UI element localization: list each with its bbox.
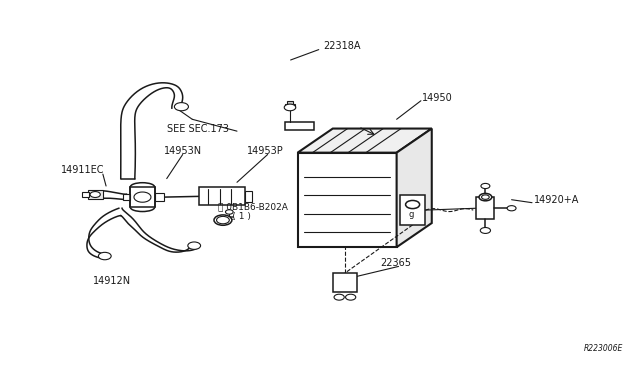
Polygon shape [397,129,432,247]
Text: 14953N: 14953N [164,147,202,157]
Bar [155,193,164,201]
Text: R223006E: R223006E [584,344,623,353]
Text: 22318A: 22318A [323,41,361,51]
Polygon shape [87,208,121,258]
Circle shape [481,183,490,189]
Circle shape [406,201,420,209]
Bar [131,187,155,207]
Bar [198,187,244,205]
Bar [88,190,103,199]
Circle shape [188,242,200,249]
Circle shape [225,210,233,214]
Text: 14950: 14950 [422,93,453,103]
Text: SEE SEC.173: SEE SEC.173 [167,124,228,134]
Text: 14953P: 14953P [246,147,284,157]
Circle shape [481,195,489,199]
Bar [333,273,357,292]
Polygon shape [121,208,198,252]
Text: 22365: 22365 [381,258,412,268]
Text: g: g [408,210,413,219]
Circle shape [334,294,344,300]
Bar [285,105,295,108]
Circle shape [284,104,296,111]
Circle shape [480,228,490,234]
Text: 14920+A: 14920+A [534,195,579,205]
Circle shape [174,103,188,111]
Circle shape [99,252,111,260]
Text: 14912N: 14912N [93,276,131,286]
Bar [244,191,252,202]
Bar [400,195,426,225]
Circle shape [346,294,356,300]
Circle shape [479,193,492,201]
Bar [287,101,293,105]
Circle shape [90,192,100,198]
Polygon shape [298,153,397,247]
Polygon shape [298,129,432,153]
Polygon shape [99,191,127,200]
Text: Ⓡ 0B1B6-B202A
     ( 1 ): Ⓡ 0B1B6-B202A ( 1 ) [218,202,288,221]
Circle shape [507,206,516,211]
Circle shape [214,215,232,225]
Polygon shape [121,83,182,179]
Bar [83,192,89,198]
Bar [476,197,494,219]
Bar [123,194,131,200]
Bar [285,122,314,131]
Circle shape [216,217,229,224]
Text: 14911EC: 14911EC [61,165,105,175]
